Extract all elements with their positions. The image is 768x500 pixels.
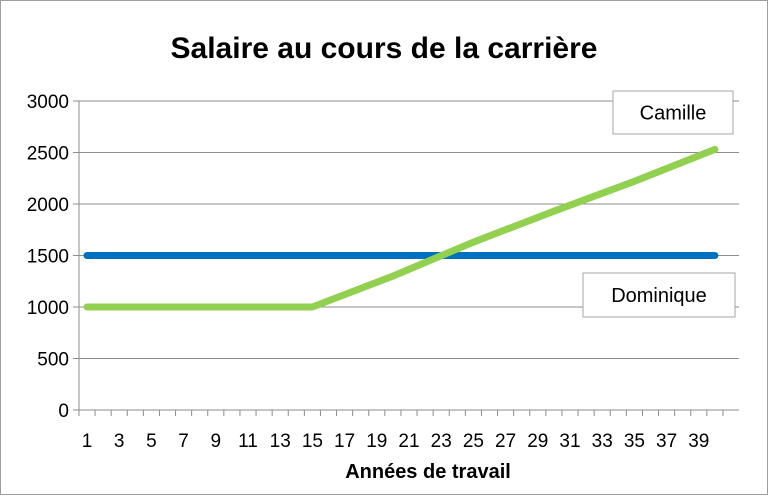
x-tick-label: 39	[688, 431, 709, 452]
annotation-box-dominique	[582, 272, 736, 318]
x-tick-label: 23	[431, 431, 452, 452]
y-tick-label: 500	[37, 350, 69, 371]
x-tick-label: 25	[463, 431, 484, 452]
y-tick-label: 0	[58, 401, 69, 422]
x-tick-label: 9	[211, 431, 222, 452]
series-line-camille	[83, 145, 719, 311]
y-tick-label: 2500	[27, 144, 69, 165]
series-lines	[83, 145, 719, 311]
annotation-box-camille	[612, 90, 734, 135]
x-tick-label: 1	[82, 431, 93, 452]
y-tick-label: 1500	[27, 247, 69, 268]
x-tick-label: 35	[624, 431, 645, 452]
x-tick-label: 37	[656, 431, 677, 452]
x-tick-label: 29	[527, 431, 548, 452]
annotation-label-camille: Camille	[640, 103, 707, 125]
x-tick-label: 11	[238, 431, 258, 452]
x-tick-label: 27	[495, 431, 516, 452]
x-tick-label: 21	[398, 431, 419, 452]
y-tick-label: 3000	[27, 92, 69, 113]
x-tick-label: 17	[334, 431, 355, 452]
annotations: Camille Dominique	[582, 90, 736, 318]
y-tick-label: 1000	[27, 298, 69, 319]
x-axis-title: Années de travail	[345, 461, 511, 483]
x-tick-label: 7	[178, 431, 189, 452]
x-tick-label: 5	[146, 431, 157, 452]
chart-title: Salaire au cours de la carrière	[171, 32, 598, 65]
x-tick-label: 13	[270, 431, 291, 452]
x-tick-label: 33	[592, 431, 613, 452]
annotation-label-dominique: Dominique	[611, 285, 707, 307]
x-tick-label: 19	[366, 431, 387, 452]
y-tick-label: 2000	[27, 195, 69, 216]
x-tick-label: 31	[559, 431, 580, 452]
x-tick-label: 3	[114, 431, 125, 452]
x-tick-label: 15	[302, 431, 323, 452]
